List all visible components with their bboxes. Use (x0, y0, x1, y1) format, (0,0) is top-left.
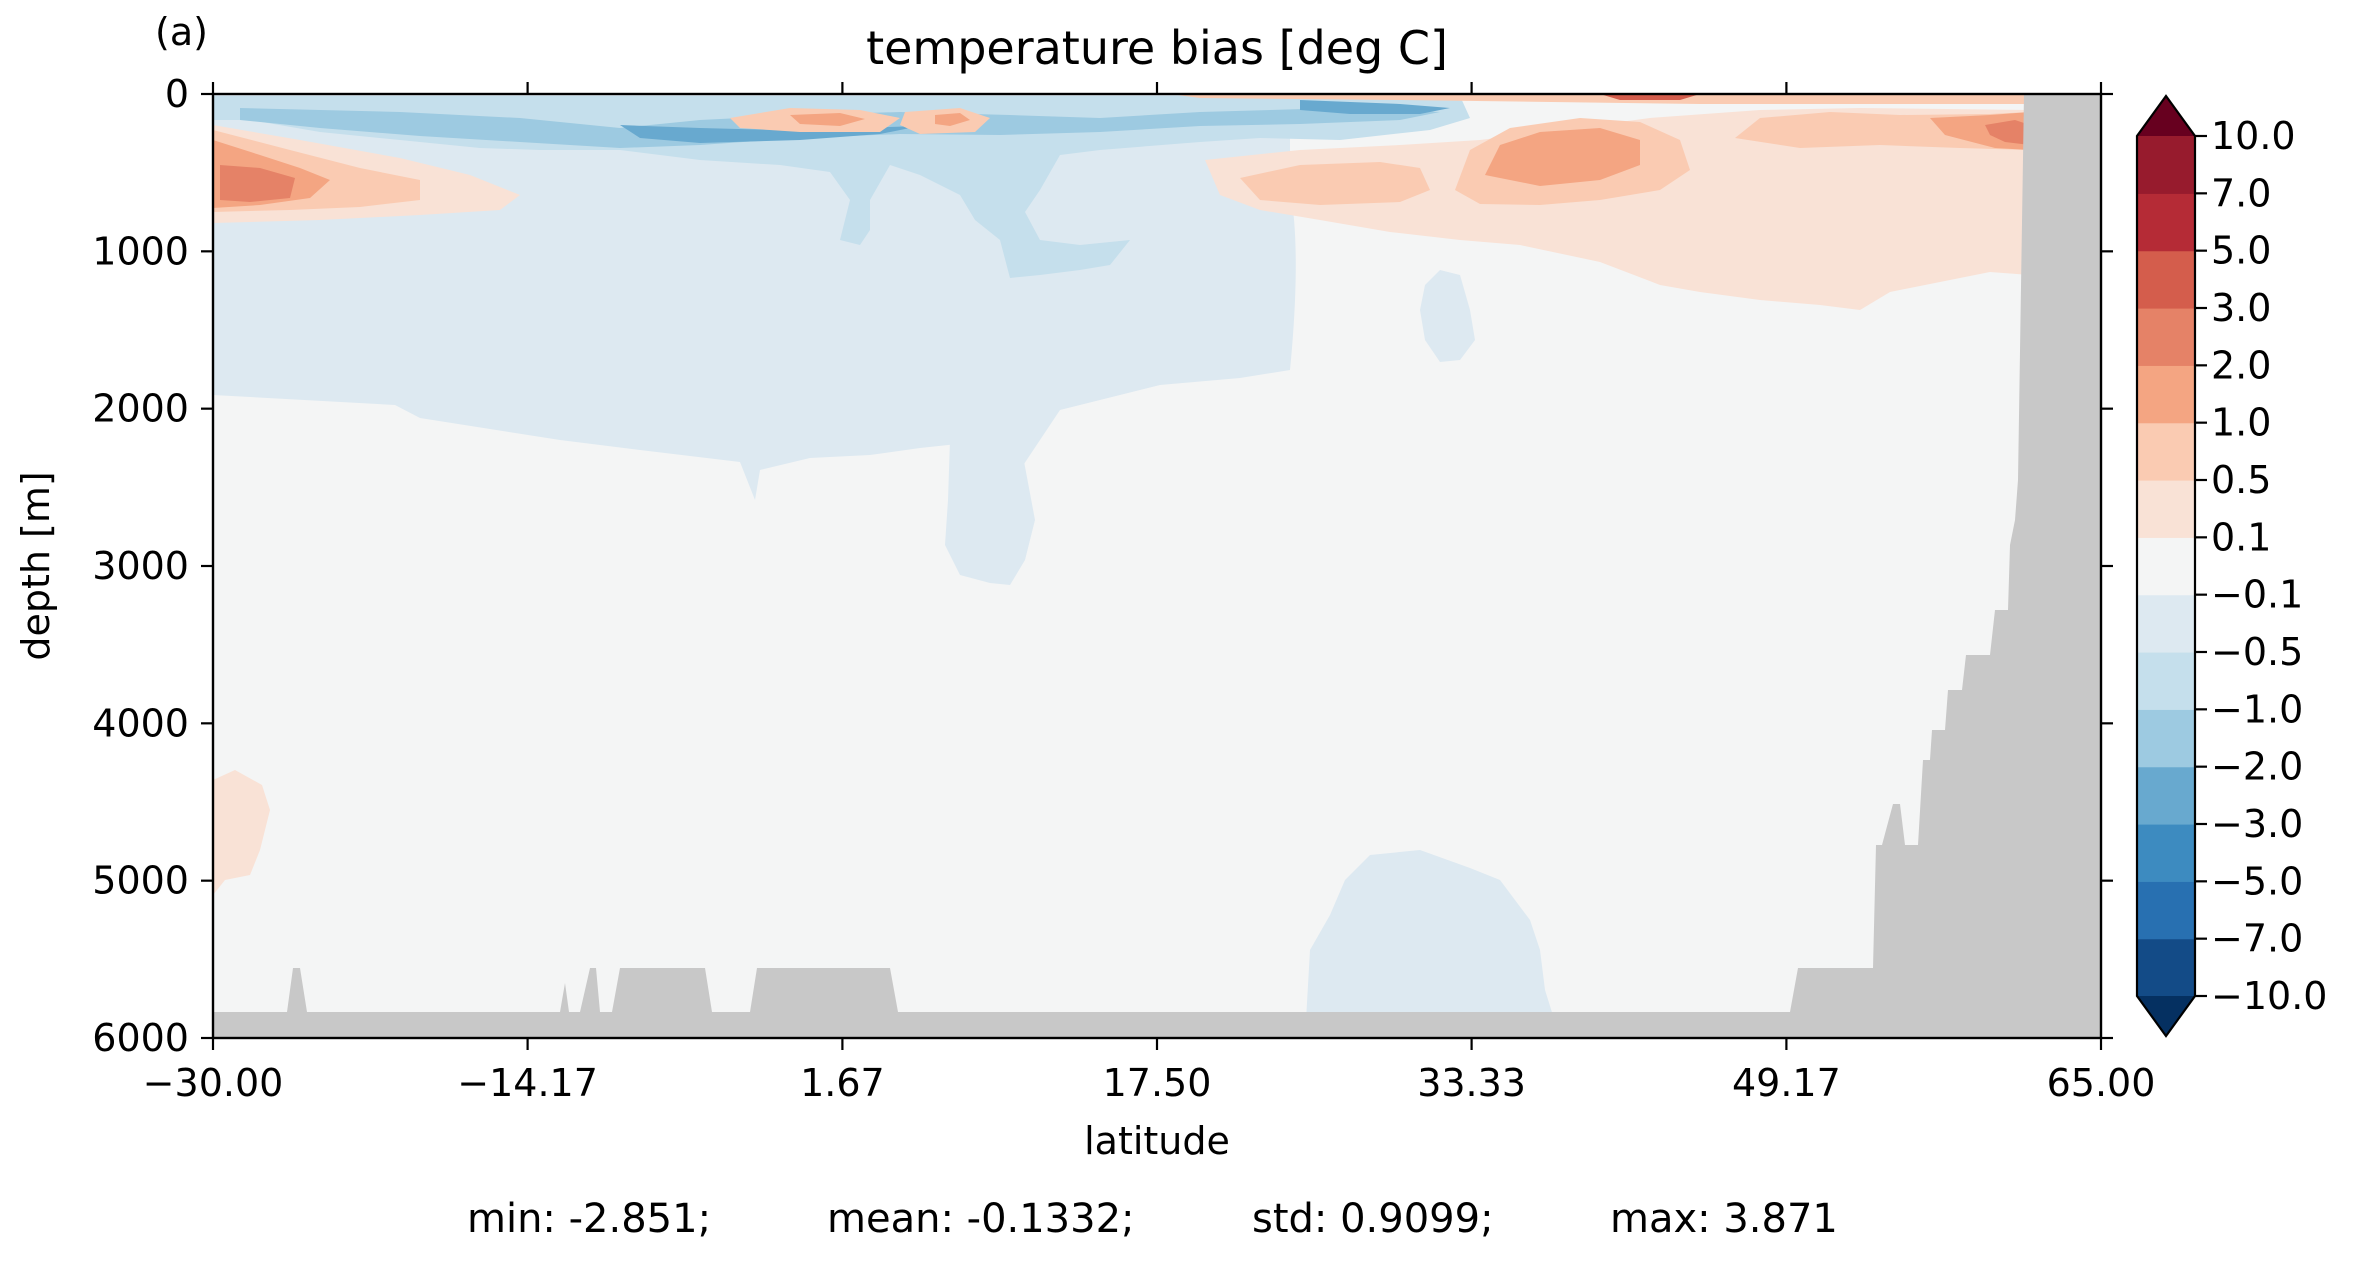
colorbar-tick-label: −1.0 (2211, 687, 2303, 731)
stat-std: std: 0.9099; (1252, 1196, 1494, 1242)
chart-title: temperature bias [deg C] (866, 21, 1448, 75)
colorbar-tick-label: 1.0 (2211, 401, 2271, 445)
colorbar-segment (2137, 652, 2195, 710)
y-tick-label: 1000 (92, 229, 189, 273)
panel-label: (a) (155, 10, 208, 54)
colorbar-tick-label: −3.0 (2211, 802, 2303, 846)
x-tick-label: 1.67 (800, 1061, 885, 1105)
contour-surface-warm2 (1600, 94, 1700, 100)
colorbar-tick-label: 0.5 (2211, 458, 2271, 502)
colorbar-segment (2137, 480, 2195, 538)
colorbar-segment (2137, 766, 2195, 825)
y-tick-label: 5000 (92, 859, 189, 903)
colorbar-segment (2137, 422, 2195, 481)
colorbar-segment (2137, 250, 2195, 309)
colorbar-segment (2137, 193, 2195, 252)
colorbar-segment (2137, 594, 2195, 653)
x-tick-label: 49.17 (1732, 1061, 1841, 1105)
colorbar-tick-label: −0.5 (2211, 630, 2303, 674)
y-axis: 0 1000 2000 3000 4000 5000 6000 (92, 72, 2113, 1060)
contour-near-surface-cold4 (1300, 100, 1450, 114)
colorbar-under-triangle (2137, 996, 2195, 1036)
x-tick-label: 65.00 (2047, 1061, 2156, 1105)
colorbar-segment (2137, 308, 2195, 366)
colorbar-tick-label: 7.0 (2211, 171, 2271, 215)
contour-fields (213, 94, 2030, 1038)
colorbar-segment (2137, 938, 2195, 997)
colorbar-over-triangle (2137, 96, 2195, 136)
contour-warm-lens2 (790, 113, 865, 126)
contour-cold-blob (1420, 270, 1475, 362)
contour-north-warm (1205, 108, 2030, 310)
contour-midcold-tongue (945, 440, 1035, 585)
x-tick-label: −14.17 (457, 1061, 598, 1105)
x-tick-label: −30.00 (143, 1061, 284, 1105)
land-mask (213, 94, 2101, 1038)
colorbar-tick-label: 10.0 (2211, 114, 2296, 158)
contour-north-warm4 (1485, 128, 1640, 186)
colorbar-segment (2137, 824, 2195, 882)
y-axis-label: depth [m] (14, 471, 58, 660)
contour-deep-cold (1305, 850, 1560, 1038)
y-tick-label: 6000 (92, 1016, 189, 1060)
colorbar-segment (2137, 537, 2195, 596)
contour-north-warm7 (1985, 120, 2030, 145)
colorbar-tick-label: 2.0 (2211, 343, 2271, 387)
colorbar-tick-label: 0.1 (2211, 515, 2271, 559)
x-tick-label: 17.50 (1103, 1061, 1212, 1105)
stat-min: min: -2.851; (467, 1196, 712, 1242)
colorbar-segment (2137, 365, 2195, 424)
contour-surface-warm (1170, 94, 2030, 104)
stat-mean: mean: -0.1332; (827, 1196, 1135, 1242)
colorbar-segment (2137, 709, 2195, 768)
y-tick-label: 4000 (92, 701, 189, 745)
colorbar-tick-label: 5.0 (2211, 229, 2271, 273)
x-tick-label: 33.33 (1417, 1061, 1526, 1105)
plot-area (213, 94, 2101, 1038)
contour-south-warm4 (220, 165, 295, 202)
colorbar: −10.0 −7.0 −5.0 −3.0 −2.0 −1.0 −0.5 −0.1 0.1 0.5 1… (2135, 94, 2327, 1038)
y-tick-label: 2000 (92, 387, 189, 431)
colorbar-tick-label: −10.0 (2211, 974, 2327, 1018)
colorbar-tick-label: −7.0 (2211, 917, 2303, 961)
contour-warm-lens4 (935, 113, 970, 126)
x-axis: −30.00 −14.17 1.67 17.50 33.33 49.17 65.00 (143, 82, 2156, 1105)
x-axis-label: latitude (1084, 1119, 1230, 1163)
contour-north-warm2 (1240, 162, 1430, 205)
colorbar-tick-label: −5.0 (2211, 859, 2303, 903)
colorbar-tick-label: −0.1 (2211, 573, 2303, 617)
stat-max: max: 3.871 (1610, 1196, 1838, 1242)
colorbar-segment (2137, 136, 2195, 194)
y-tick-label: 3000 (92, 544, 189, 588)
contour-deep-south-warm (213, 770, 270, 895)
y-tick-label: 0 (165, 72, 189, 116)
colorbar-tick-label: −2.0 (2211, 745, 2303, 789)
colorbar-tick-label: 3.0 (2211, 286, 2271, 330)
colorbar-segment (2137, 881, 2195, 940)
